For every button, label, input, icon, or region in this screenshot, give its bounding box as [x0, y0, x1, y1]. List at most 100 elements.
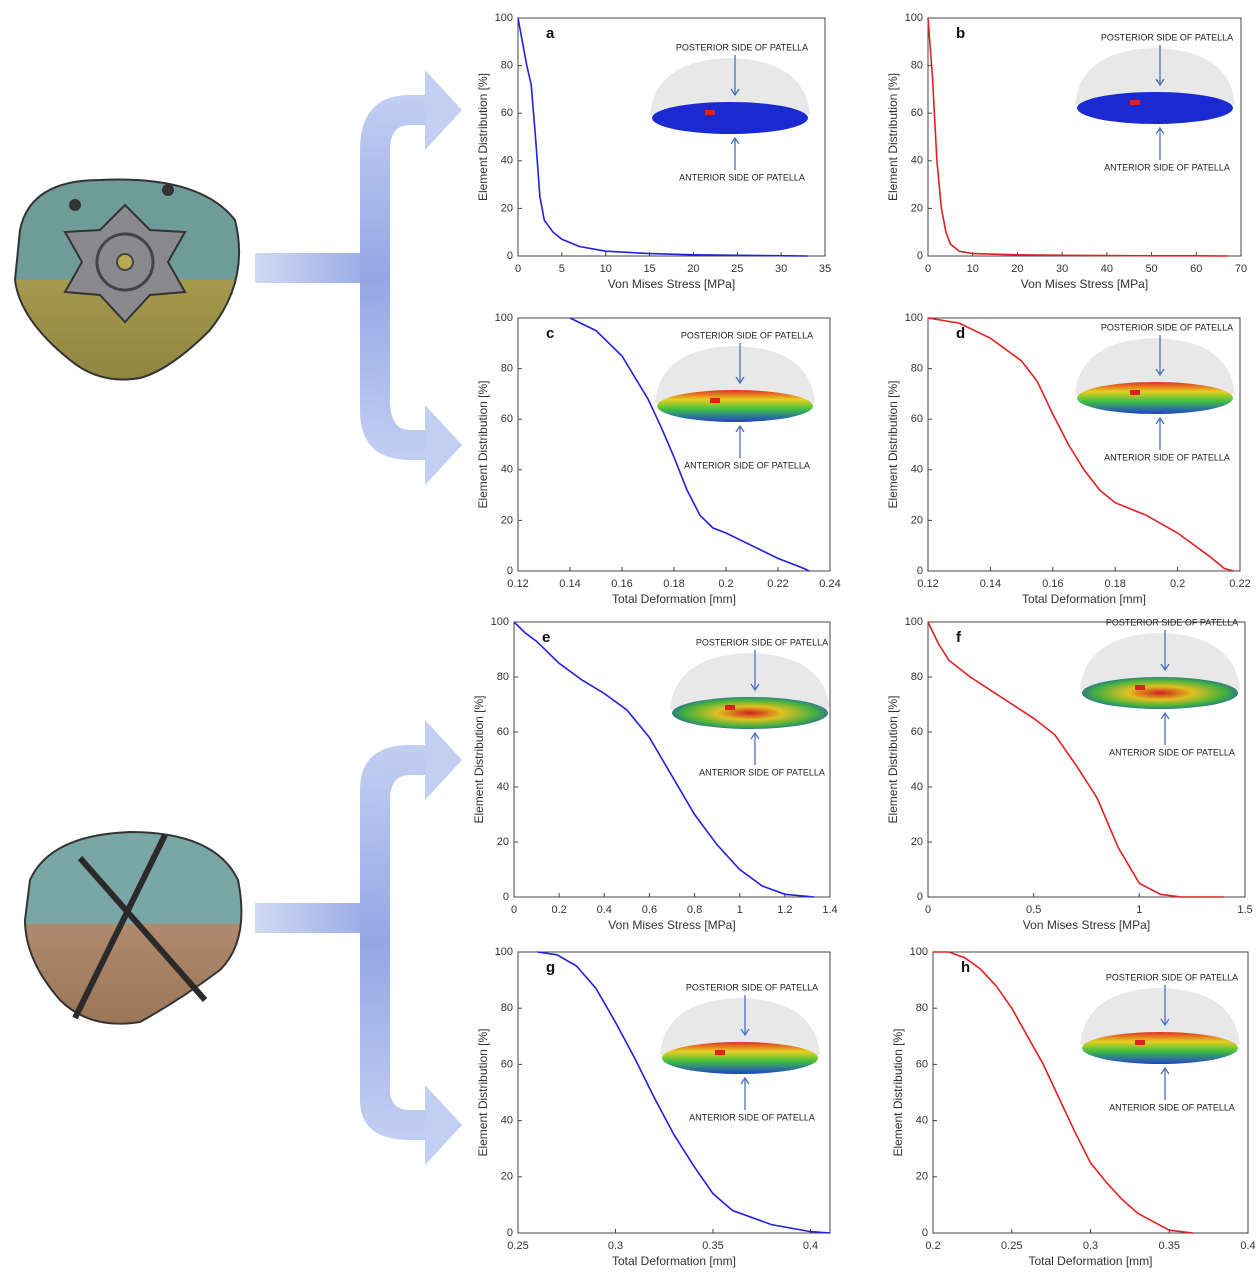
- y-tick-label: 80: [911, 363, 923, 375]
- x-tick-label: 0.18: [1104, 578, 1125, 590]
- x-axis-label: Total Deformation [mm]: [612, 1254, 736, 1268]
- x-tick-label: 0.12: [917, 578, 938, 590]
- y-axis-label: Element Distribution [%]: [886, 380, 900, 508]
- annotation-arrow: [730, 55, 740, 97]
- y-tick-label: 0: [503, 891, 509, 903]
- x-tick-label: 0.25: [507, 1240, 528, 1252]
- x-tick-label: 0.3: [608, 1240, 623, 1252]
- y-axis-label: Element Distribution [%]: [886, 695, 900, 823]
- x-tick-label: 0.6: [642, 904, 657, 916]
- y-tick-label: 40: [911, 155, 923, 167]
- inset-marker: [710, 398, 720, 403]
- inset-marker: [705, 110, 715, 115]
- annotation: POSTERIOR SIDE OF PATELLA: [1106, 972, 1238, 982]
- y-tick-label: 80: [911, 60, 923, 72]
- data-line: [537, 951, 831, 1234]
- y-tick-label: 0: [917, 565, 923, 577]
- x-tick-label: 0.4: [803, 1240, 818, 1252]
- y-tick-label: 20: [497, 836, 509, 848]
- inset-model: [672, 697, 828, 729]
- panel-label: h: [961, 959, 970, 976]
- annotation-arrow: [735, 424, 745, 458]
- x-tick-label: 1: [1136, 904, 1142, 916]
- inset-model: [1082, 1032, 1238, 1064]
- data-line: [927, 17, 1228, 257]
- y-tick-label: 20: [501, 202, 513, 214]
- y-tick-label: 80: [911, 671, 923, 683]
- chart-panel: 0 0.5 1 1.5 0 20 40 60 80 100 Von Mises Stress [MP…: [886, 616, 1252, 932]
- inset-shell: [655, 346, 815, 403]
- x-tick-label: 5: [559, 263, 565, 275]
- x-axis-label: Von Mises Stress [MPa]: [608, 918, 735, 932]
- x-tick-label: 15: [643, 263, 655, 275]
- y-tick-label: 40: [501, 1115, 513, 1127]
- y-tick-label: 40: [911, 464, 923, 476]
- x-axis-label: Von Mises Stress [MPa]: [1021, 277, 1148, 291]
- y-tick-label: 0: [917, 250, 923, 262]
- x-tick-label: 70: [1235, 263, 1247, 275]
- annotation-arrow: [750, 731, 760, 765]
- y-tick-label: 0: [507, 250, 513, 262]
- x-tick-label: 0.18: [663, 578, 684, 590]
- y-tick-label: 40: [501, 155, 513, 167]
- chart-panel: 0 5 10 15 20 25 30 35 0 20 40 60 80 100 Von Mises Stre…: [476, 12, 831, 291]
- y-tick-label: 60: [501, 413, 513, 425]
- chart-panel: 0.12 0.14 0.16 0.18 0.2 0.22 0.24 0 20 40 60 80 100 T…: [476, 312, 841, 606]
- x-tick-label: 0.16: [611, 578, 632, 590]
- x-tick-label: 0.16: [1042, 578, 1063, 590]
- x-tick-label: 30: [1056, 263, 1068, 275]
- annotation-arrow: [1160, 711, 1170, 745]
- annotation: ANTERIOR SIDE OF PATELLA: [679, 172, 805, 182]
- data-line: [517, 17, 808, 257]
- y-tick-label: 60: [501, 107, 513, 119]
- annotation: POSTERIOR SIDE OF PATELLA: [1101, 32, 1233, 42]
- chart-panel: 0 10 20 30 40 50 60 70 0 20 40 60 80 100 Von Mises Str…: [886, 12, 1247, 291]
- chart-panel: 0.2 0.25 0.3 0.35 0.4 0 20 40 60 80 100 Total Defor…: [891, 946, 1255, 1268]
- x-tick-label: 10: [967, 263, 979, 275]
- plot-frame: [927, 17, 1242, 257]
- y-tick-label: 0: [507, 1227, 513, 1239]
- x-tick-label: 30: [775, 263, 787, 275]
- plot-frame: [513, 621, 831, 898]
- x-tick-label: 60: [1190, 263, 1202, 275]
- y-tick-label: 60: [916, 1058, 928, 1070]
- annotation: POSTERIOR SIDE OF PATELLA: [681, 330, 813, 340]
- annotation: POSTERIOR SIDE OF PATELLA: [1106, 617, 1238, 627]
- x-tick-label: 0.14: [980, 578, 1001, 590]
- y-tick-label: 80: [501, 60, 513, 72]
- x-tick-label: 20: [1011, 263, 1023, 275]
- data-line: [569, 317, 810, 572]
- y-tick-label: 40: [911, 781, 923, 793]
- y-tick-label: 100: [905, 616, 923, 628]
- x-tick-label: 10: [600, 263, 612, 275]
- x-tick-label: 1.4: [822, 904, 837, 916]
- x-tick-label: 0.35: [1159, 1240, 1180, 1252]
- y-axis-label: Element Distribution [%]: [476, 73, 490, 201]
- y-tick-label: 40: [501, 464, 513, 476]
- inset-shell: [1075, 48, 1235, 105]
- y-tick-label: 20: [501, 1171, 513, 1183]
- y-tick-label: 100: [495, 312, 513, 324]
- x-tick-label: 0: [515, 263, 521, 275]
- inset-marker: [1135, 685, 1145, 690]
- inset-shell: [1080, 633, 1240, 690]
- panel-label: f: [956, 629, 962, 646]
- inset-shell: [1080, 988, 1240, 1045]
- x-tick-label: 0: [511, 904, 517, 916]
- y-tick-label: 100: [495, 12, 513, 24]
- y-tick-label: 100: [910, 946, 928, 958]
- x-tick-label: 0.4: [597, 904, 612, 916]
- y-axis-label: Element Distribution [%]: [891, 1028, 905, 1156]
- annotation-arrow: [1160, 630, 1170, 672]
- annotation-arrow: [735, 343, 745, 385]
- x-tick-label: 0.35: [702, 1240, 723, 1252]
- x-axis-label: Total Deformation [mm]: [612, 592, 736, 606]
- data-line: [513, 621, 815, 898]
- y-tick-label: 80: [501, 363, 513, 375]
- annotation-arrow: [1155, 335, 1165, 377]
- annotation-arrow: [740, 1076, 750, 1110]
- y-axis-label: Element Distribution [%]: [472, 695, 486, 823]
- flow-arrow-bottom: [255, 720, 462, 1165]
- annotation: POSTERIOR SIDE OF PATELLA: [676, 42, 808, 52]
- inset-marker: [715, 1050, 725, 1055]
